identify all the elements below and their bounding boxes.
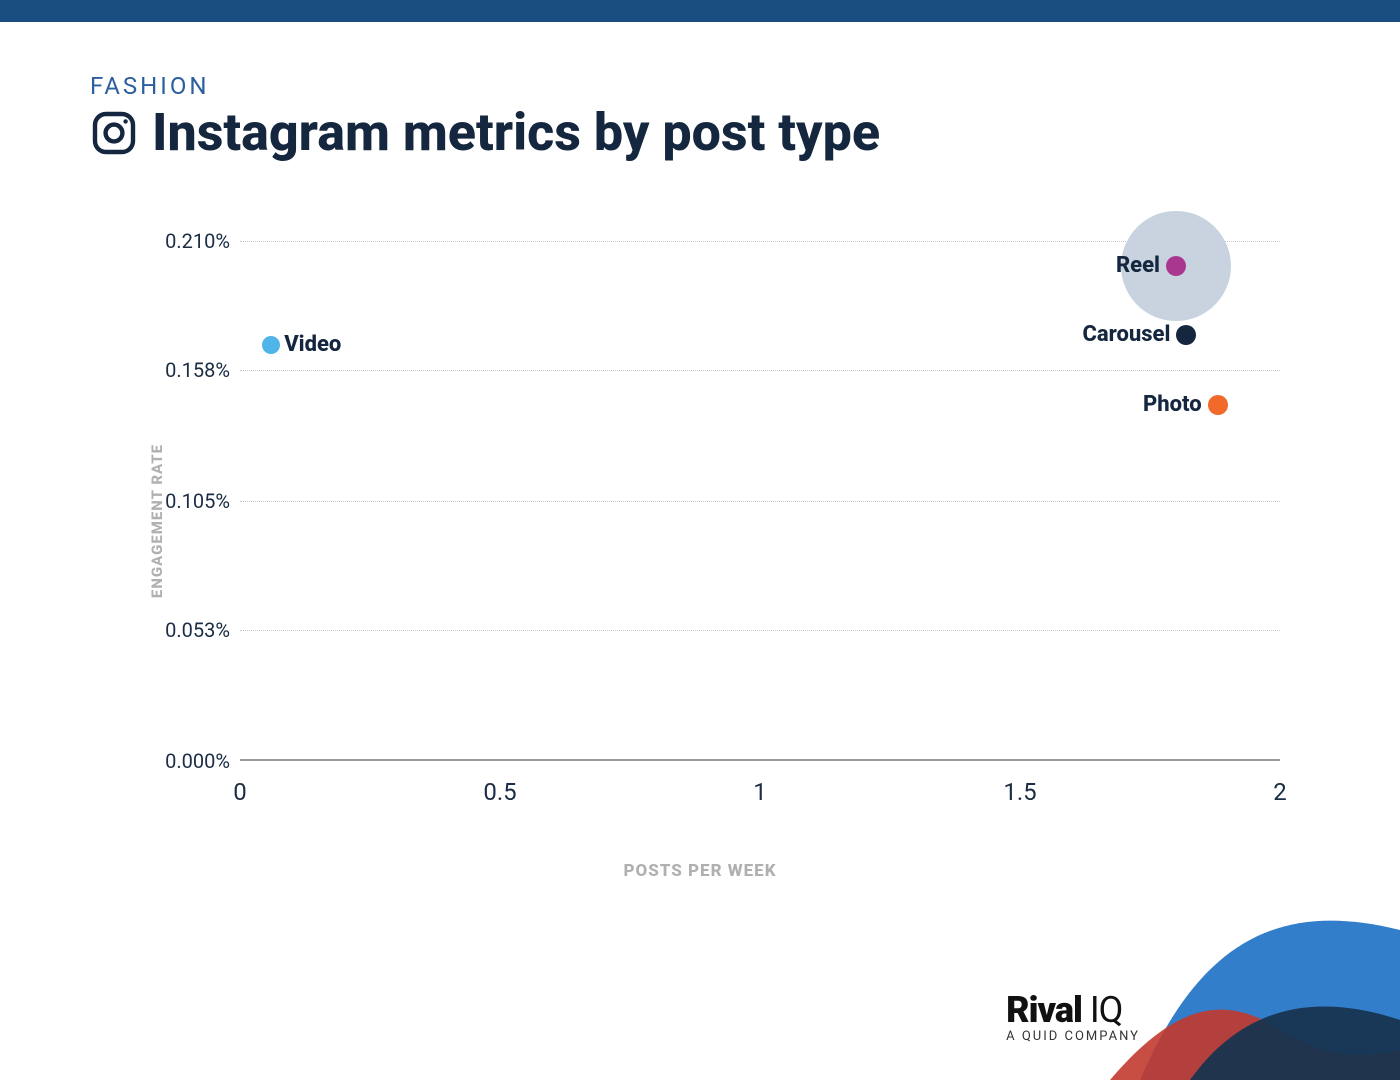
data-point-label: Reel: [1116, 253, 1160, 278]
x-tick-label: 2: [1273, 778, 1287, 806]
x-tick-label: 0: [233, 778, 247, 806]
data-point: [262, 336, 280, 354]
top-bar: [0, 0, 1400, 22]
gridline: [240, 370, 1280, 371]
plot-area: 0.000%0.053%0.105%0.158%0.210%00.511.52V…: [240, 241, 1280, 761]
y-tick-label: 0.105%: [120, 489, 230, 513]
y-tick-label: 0.158%: [120, 358, 230, 382]
data-point: [1166, 256, 1186, 276]
page-title: Instagram metrics by post type: [152, 104, 880, 161]
footer-logo: Rival IQ A QUID COMPANY: [1006, 989, 1140, 1044]
x-tick-label: 1.5: [1003, 778, 1036, 806]
data-point-label: Carousel: [1082, 322, 1170, 347]
scatter-chart: ENGAGEMENT RATE 0.000%0.053%0.105%0.158%…: [120, 241, 1280, 801]
x-axis-line: [240, 759, 1280, 761]
category-label: FASHION: [90, 72, 1310, 100]
gridline: [240, 630, 1280, 631]
x-tick-label: 1: [753, 778, 767, 806]
gridline: [240, 501, 1280, 502]
y-axis-label: ENGAGEMENT RATE: [148, 444, 166, 598]
decorative-waves: [1080, 880, 1400, 1080]
data-point-label: Photo: [1143, 392, 1202, 417]
x-tick-label: 0.5: [483, 778, 516, 806]
instagram-icon: [90, 109, 138, 157]
brand-subtitle: A QUID COMPANY: [1006, 1029, 1140, 1044]
y-tick-label: 0.053%: [120, 618, 230, 642]
content-area: FASHION Instagram metrics by post type E…: [0, 22, 1400, 801]
data-point: [1208, 395, 1228, 415]
y-tick-label: 0.210%: [120, 229, 230, 253]
data-point-label: Video: [284, 332, 341, 357]
title-row: Instagram metrics by post type: [90, 104, 1310, 161]
gridline: [240, 241, 1280, 242]
brand-name: Rival IQ: [1006, 989, 1140, 1031]
x-axis-label: POSTS PER WEEK: [623, 861, 776, 881]
data-point: [1176, 325, 1196, 345]
y-tick-label: 0.000%: [120, 749, 230, 773]
